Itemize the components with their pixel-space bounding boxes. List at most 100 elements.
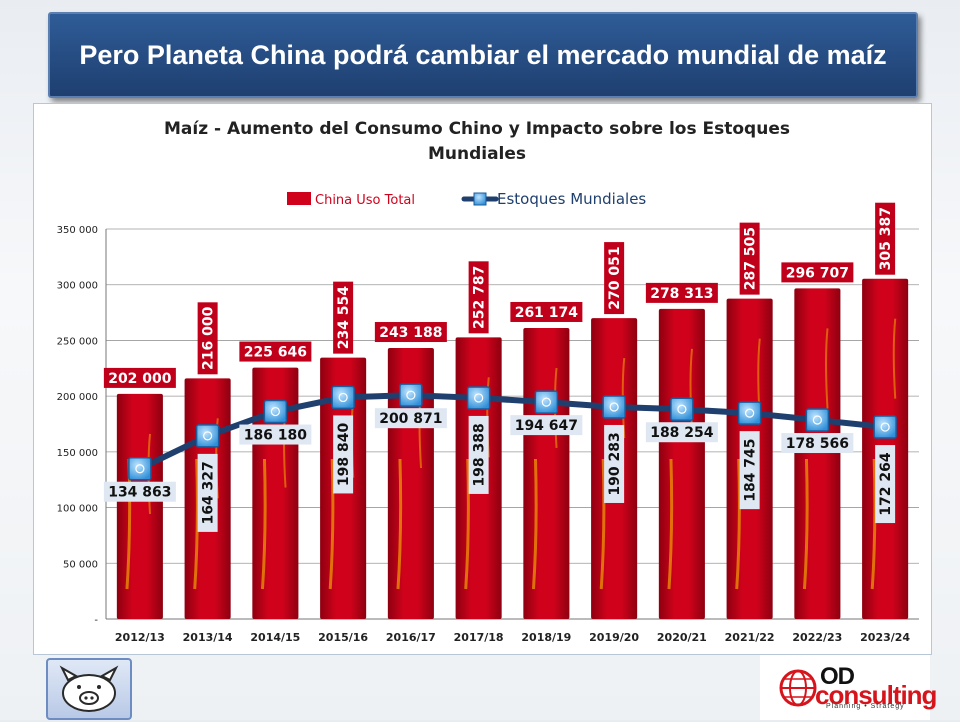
line-marker-emblem xyxy=(338,392,348,403)
bar-label-group: 270 051 xyxy=(604,242,625,315)
bar-highlight xyxy=(735,458,741,590)
x-tick-label: 2016/17 xyxy=(386,631,436,644)
bar-china-uso xyxy=(116,393,163,619)
line-label-group: 190 283 xyxy=(604,424,625,503)
y-tick-label: - xyxy=(94,615,98,626)
pig-logo xyxy=(46,658,132,720)
line-label: 164 327 xyxy=(201,461,217,524)
line-label-bg xyxy=(604,424,625,503)
bar-label: 243 188 xyxy=(379,325,442,341)
bar-china-uso xyxy=(523,327,570,619)
line-label: 190 283 xyxy=(607,432,623,495)
line-marker xyxy=(534,390,559,414)
line-label-bg xyxy=(645,422,718,443)
x-tick-label: 2019/20 xyxy=(589,631,639,644)
bar-highlight xyxy=(328,458,335,590)
bar-label: 234 554 xyxy=(336,286,352,350)
chart-title-line: Mundiales xyxy=(428,144,526,164)
y-tick-label: 300 000 xyxy=(57,281,98,292)
line-marker xyxy=(128,456,152,481)
line-label: 184 745 xyxy=(743,438,759,501)
x-tick-label: 2022/23 xyxy=(792,631,842,644)
bar-label: 287 505 xyxy=(743,227,759,290)
legend-label-china: China Uso Total xyxy=(315,193,415,208)
bar-label-group: 305 387 xyxy=(875,202,896,275)
bar-label: 270 051 xyxy=(607,246,623,309)
bar-label-group: 234 554 xyxy=(333,281,354,354)
bar-highlight xyxy=(396,458,403,590)
line-marker xyxy=(399,383,423,407)
line-marker-emblem xyxy=(812,415,822,425)
line-label-bg xyxy=(468,415,489,494)
slide-title: Pero Planeta China podrá cambiar el merc… xyxy=(79,40,887,70)
bar-highlight xyxy=(599,458,606,590)
od-logo-name: consulting xyxy=(815,680,937,710)
line-label-bg xyxy=(239,424,312,445)
y-tick-label: 100 000 xyxy=(57,504,98,515)
chart-frame: Maíz - Aumento del Consumo Chino y Impac… xyxy=(33,103,932,655)
line-marker-emblem xyxy=(270,406,280,417)
line-marker-emblem xyxy=(880,422,890,432)
line-marker xyxy=(195,424,220,448)
line-label: 200 871 xyxy=(379,411,442,427)
od-logo-mark: OD xyxy=(820,663,855,690)
bar-china-uso xyxy=(658,308,705,619)
bar-label: 261 174 xyxy=(515,305,579,321)
bar-label-group: 216 000 xyxy=(197,302,218,375)
line-label: 134 863 xyxy=(108,485,171,501)
legend-swatch-marker xyxy=(473,192,487,206)
corn-chart: Maíz - Aumento del Consumo Chino y Impac… xyxy=(57,119,919,644)
y-tick-label: 150 000 xyxy=(57,448,98,459)
bar-label-bg xyxy=(103,367,176,388)
x-tick-label: 2021/22 xyxy=(725,631,775,644)
line-label: 188 254 xyxy=(650,425,714,441)
line-marker xyxy=(331,385,355,410)
bar-china-uso xyxy=(794,288,841,619)
bar-label: 216 000 xyxy=(201,306,217,370)
bar-highlight xyxy=(193,458,199,590)
line-label: 198 388 xyxy=(472,423,488,486)
line-label: 194 647 xyxy=(515,418,578,434)
bar-label-bg xyxy=(875,202,896,275)
line-label-bg xyxy=(781,433,854,454)
line-label: 198 840 xyxy=(336,423,352,487)
line-marker-emblem xyxy=(541,397,551,407)
bar-label-bg xyxy=(604,242,625,315)
line-marker-emblem xyxy=(135,464,145,474)
line-marker xyxy=(670,397,694,421)
y-tick-label: 250 000 xyxy=(57,336,98,347)
bar-label-bg xyxy=(510,301,583,322)
bar-label: 202 000 xyxy=(108,371,172,387)
bar-label-bg xyxy=(333,281,354,354)
bar-label-bg xyxy=(645,282,718,303)
line-label-bg xyxy=(739,431,760,510)
x-tick-label: 2023/24 xyxy=(860,631,910,644)
bar-label-bg xyxy=(239,341,312,362)
legend-label-stocks: Estoques Mundiales xyxy=(497,190,646,208)
x-tick-label: 2020/21 xyxy=(657,631,707,644)
bar-label-bg xyxy=(197,302,218,375)
line-label-bg xyxy=(333,415,354,494)
bar-highlight xyxy=(531,458,538,590)
y-tick-label: 50 000 xyxy=(63,559,98,570)
line-label: 178 566 xyxy=(786,436,849,452)
line-label-bg xyxy=(374,408,447,429)
bar-label: 278 313 xyxy=(650,286,713,302)
line-label-group: 172 264 xyxy=(875,445,896,524)
line-label-group: 164 327 xyxy=(197,453,218,532)
bar-highlight xyxy=(260,458,267,590)
line-label-group: 198 840 xyxy=(333,415,354,494)
line-marker xyxy=(263,399,288,424)
bar-label-group: 287 505 xyxy=(739,222,760,295)
legend-swatch-bar xyxy=(287,192,311,205)
line-marker xyxy=(737,401,762,425)
line-marker-emblem xyxy=(745,408,755,418)
bar-highlight xyxy=(892,318,897,399)
x-tick-label: 2015/16 xyxy=(318,631,368,644)
bar-label: 296 707 xyxy=(786,265,849,281)
line-label-bg xyxy=(103,481,176,502)
line-label-group: 184 745 xyxy=(739,431,760,510)
line-marker-emblem xyxy=(474,393,484,403)
bar-label-bg xyxy=(781,262,854,283)
line-marker-emblem xyxy=(677,404,687,414)
